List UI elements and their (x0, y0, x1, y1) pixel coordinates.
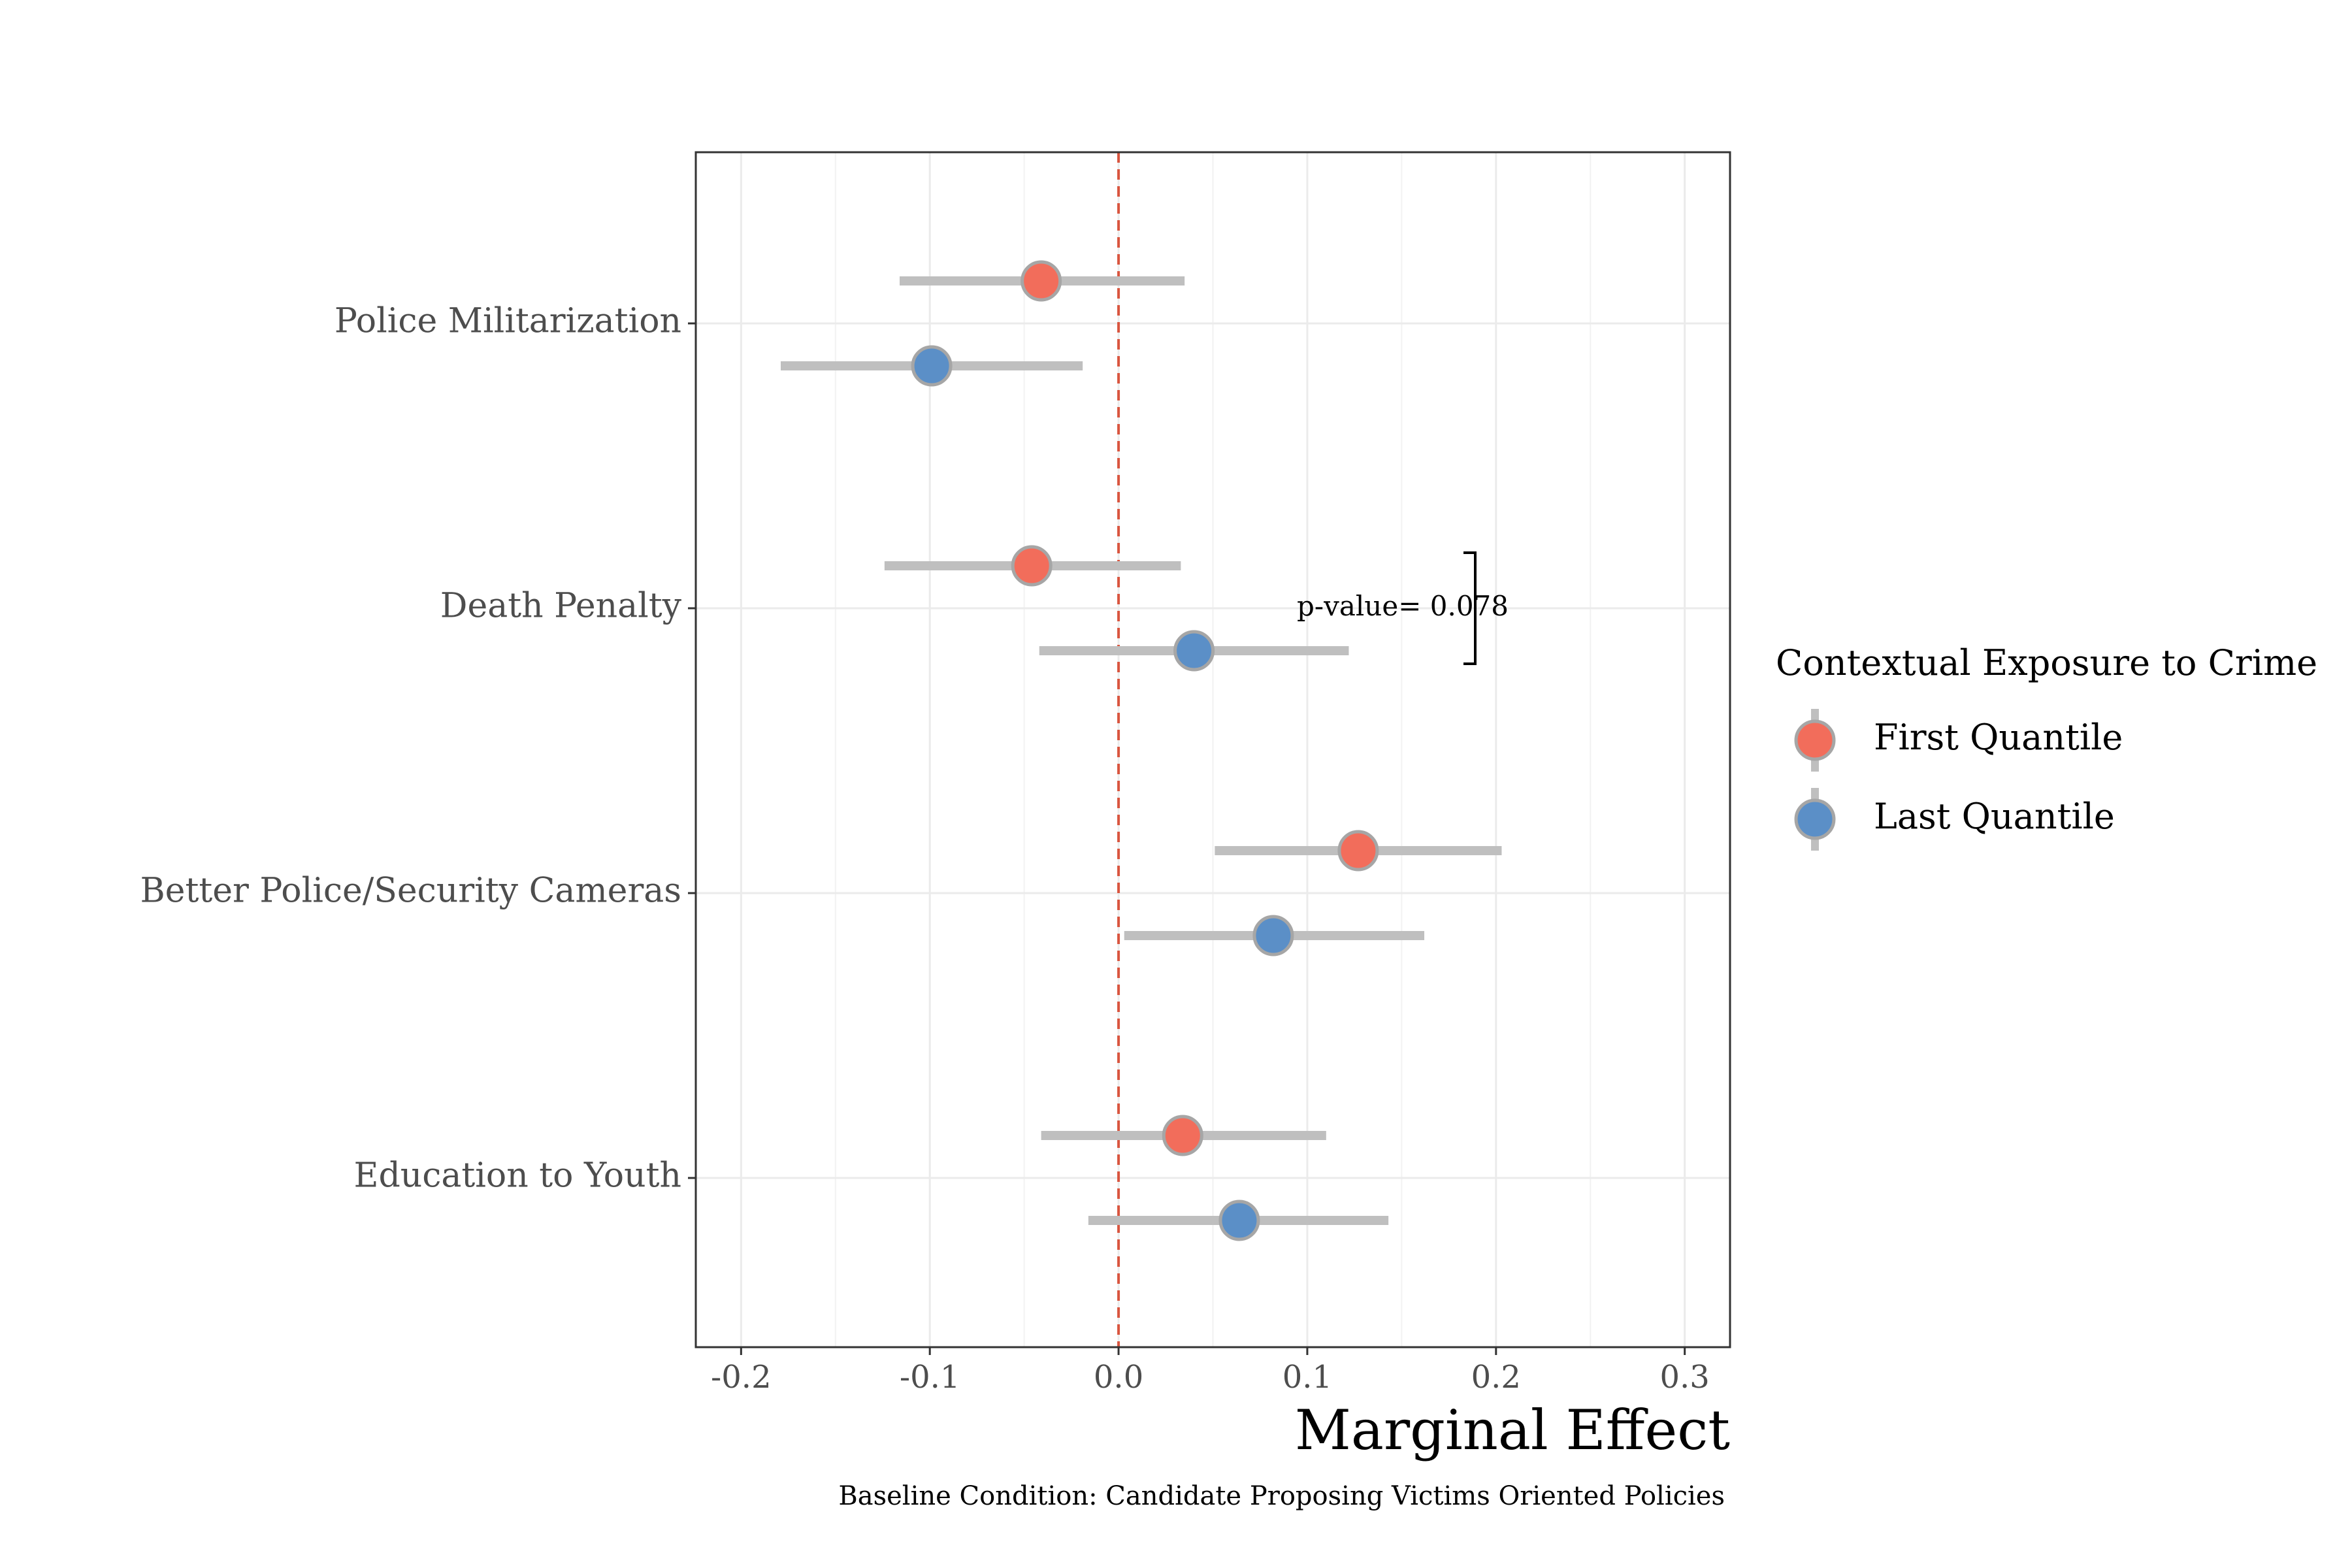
x-tick-label: 0.2 (1471, 1359, 1521, 1396)
x-tick-label: 0.1 (1282, 1359, 1332, 1396)
data-point (1218, 1200, 1260, 1241)
data-point (1011, 545, 1053, 587)
legend-key-point (1794, 798, 1836, 840)
plot-panel-border (694, 151, 1731, 1348)
data-point (911, 345, 953, 387)
data-point (1173, 630, 1215, 672)
x-tick-label: 0.3 (1659, 1359, 1709, 1396)
x-axis: -0.2 -0.1 0.0 0.1 0.2 0.3 (711, 1347, 1710, 1396)
legend-title: Contextual Exposure to Crime (1776, 642, 2317, 683)
legend-items: First Quantile Last Quantile (1794, 709, 2123, 851)
x-tick-label: -0.2 (711, 1359, 772, 1396)
legend-label: Last Quantile (1874, 796, 2115, 837)
data-point (1162, 1115, 1203, 1156)
x-axis-title: Marginal Effect (1295, 1398, 1730, 1462)
point-estimates (911, 260, 1379, 1241)
data-point (1337, 830, 1379, 872)
annotation-label: p-value= 0.078 (1297, 590, 1509, 622)
x-tick-label: 0.0 (1094, 1359, 1143, 1396)
y-tick-label: Better Police/Security Cameras (140, 872, 681, 911)
legend: Contextual Exposure to Crime First Quant… (1776, 642, 2317, 851)
legend-key-point (1794, 719, 1836, 761)
data-point (1021, 260, 1062, 302)
y-tick-label: Death Penalty (440, 587, 682, 626)
chart-caption: Baseline Condition: Candidate Proposing … (838, 1481, 1725, 1511)
annotation-bracket (1463, 551, 1477, 665)
y-axis: Police Militarization Death Penalty Better… (140, 302, 696, 1196)
x-tick-label: -0.1 (900, 1359, 960, 1396)
y-tick-label: Education to Youth (354, 1156, 681, 1196)
y-tick-label: Police Militarization (335, 302, 681, 341)
data-point (1252, 915, 1294, 956)
grid (696, 152, 1730, 1347)
p-value-annotation: p-value= 0.078 (1297, 551, 1509, 665)
legend-label: First Quantile (1874, 717, 2123, 758)
